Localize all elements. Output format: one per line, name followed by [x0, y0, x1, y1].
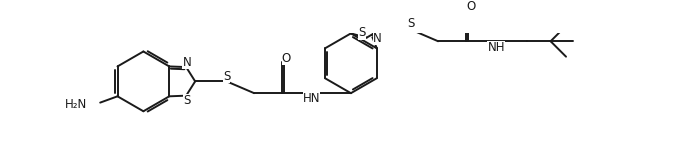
- Text: S: S: [407, 17, 415, 30]
- Text: O: O: [466, 0, 476, 13]
- Text: NH: NH: [488, 41, 505, 54]
- Text: N: N: [373, 32, 382, 45]
- Text: H₂N: H₂N: [66, 98, 87, 111]
- Text: HN: HN: [303, 92, 320, 105]
- Text: S: S: [183, 94, 191, 107]
- Text: N: N: [182, 56, 191, 69]
- Text: O: O: [282, 52, 291, 65]
- Text: S: S: [358, 27, 365, 39]
- Text: S: S: [223, 70, 230, 83]
